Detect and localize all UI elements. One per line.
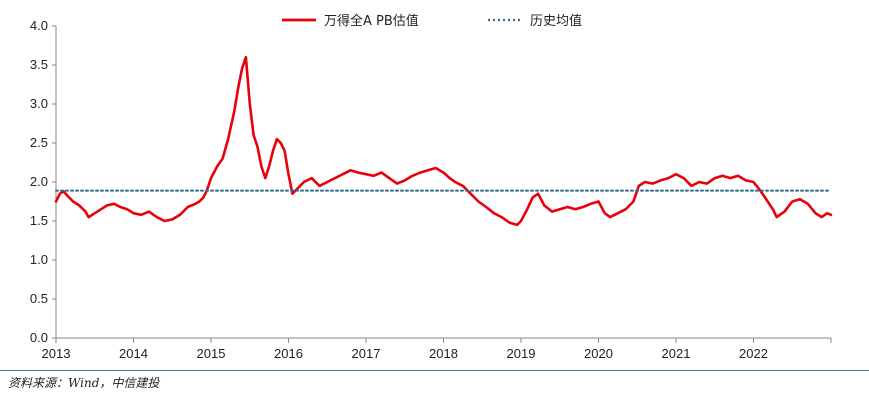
y-tick-label: 4.0 <box>30 18 48 33</box>
x-axis: 2013 2014 2015 2016 2017 2018 2019 2020 2021 2022 <box>42 337 832 361</box>
y-tick-label: 3.0 <box>30 96 48 111</box>
x-tick-label: 2022 <box>739 346 768 361</box>
y-axis: 0.0 0.5 1.0 1.5 2.0 2.5 3.0 3.5 4.0 <box>30 18 57 345</box>
y-tick-label: 0.5 <box>30 291 48 306</box>
source-note: 资料来源：Wind，中信建投 <box>8 376 160 390</box>
y-tick-label: 2.0 <box>30 174 48 189</box>
x-tick-label: 2018 <box>429 346 458 361</box>
y-tick-label: 1.5 <box>30 213 48 228</box>
x-tick-label: 2017 <box>352 346 381 361</box>
y-tick-label: 0.0 <box>30 330 48 345</box>
x-tick-label: 2020 <box>584 346 613 361</box>
y-tick-label: 1.0 <box>30 252 48 267</box>
x-tick-label: 2016 <box>274 346 303 361</box>
x-tick-label: 2021 <box>662 346 691 361</box>
pb-series-line <box>54 55 833 227</box>
x-tick-label: 2015 <box>197 346 226 361</box>
legend-label: 万得全A PB估值 <box>324 13 419 29</box>
y-tick-label: 2.5 <box>30 135 48 150</box>
x-tick-label: 2019 <box>507 346 536 361</box>
x-tick-label: 2014 <box>119 346 148 361</box>
y-tick-label: 3.5 <box>30 57 48 72</box>
legend-label: 历史均值 <box>530 13 582 29</box>
legend: 万得全A PB估值 历史均值 <box>282 13 582 29</box>
legend-item: 历史均值 <box>488 13 582 29</box>
legend-item: 万得全A PB估值 <box>282 13 419 29</box>
x-tick-label: 2013 <box>42 346 71 361</box>
series-layer <box>54 55 833 227</box>
source-divider <box>0 370 869 371</box>
